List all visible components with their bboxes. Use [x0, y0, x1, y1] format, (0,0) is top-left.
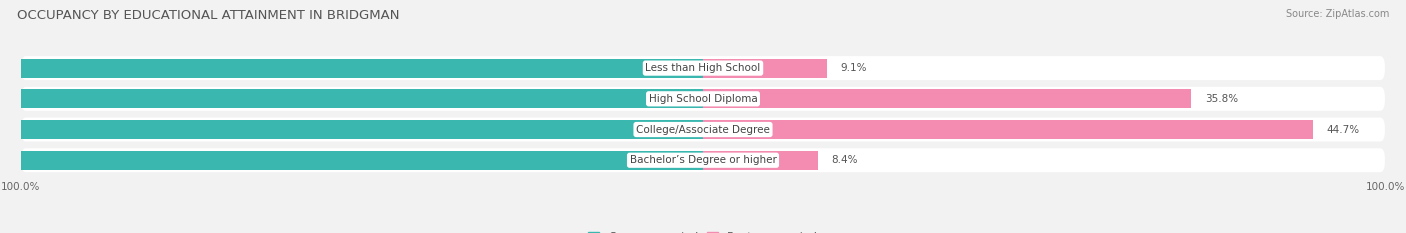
- Text: Bachelor’s Degree or higher: Bachelor’s Degree or higher: [630, 155, 776, 165]
- Bar: [0, 89, 703, 108]
- Text: 44.7%: 44.7%: [1326, 124, 1360, 134]
- Bar: [0, 120, 703, 139]
- Bar: [703, 120, 1313, 139]
- Text: 100.0%: 100.0%: [1367, 182, 1406, 192]
- Text: 35.8%: 35.8%: [1205, 94, 1239, 104]
- FancyBboxPatch shape: [21, 117, 1385, 141]
- Text: 8.4%: 8.4%: [831, 155, 858, 165]
- Text: 9.1%: 9.1%: [841, 63, 868, 73]
- Text: High School Diploma: High School Diploma: [648, 94, 758, 104]
- FancyBboxPatch shape: [21, 148, 1385, 172]
- Bar: [0, 58, 703, 78]
- Bar: [703, 58, 827, 78]
- FancyBboxPatch shape: [21, 56, 1385, 80]
- FancyBboxPatch shape: [21, 87, 1385, 111]
- Text: Less than High School: Less than High School: [645, 63, 761, 73]
- Bar: [0, 151, 703, 170]
- Bar: [703, 89, 1191, 108]
- Text: OCCUPANCY BY EDUCATIONAL ATTAINMENT IN BRIDGMAN: OCCUPANCY BY EDUCATIONAL ATTAINMENT IN B…: [17, 9, 399, 22]
- Text: College/Associate Degree: College/Associate Degree: [636, 124, 770, 134]
- Bar: [703, 151, 817, 170]
- Text: 100.0%: 100.0%: [0, 182, 39, 192]
- Legend: Owner-occupied, Renter-occupied: Owner-occupied, Renter-occupied: [583, 227, 823, 233]
- Text: Source: ZipAtlas.com: Source: ZipAtlas.com: [1285, 9, 1389, 19]
